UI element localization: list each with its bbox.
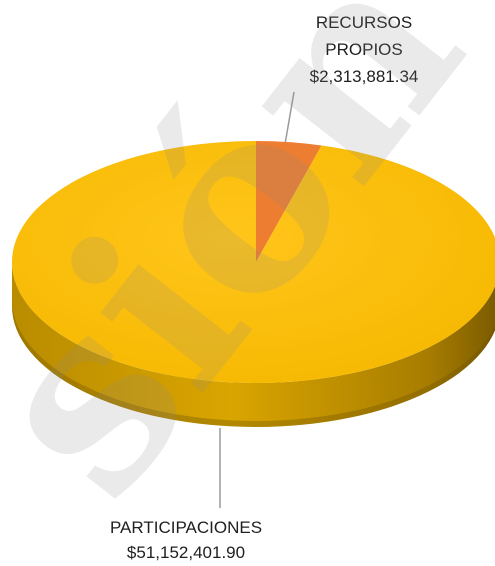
label-recursos-value: $2,313,881.34 bbox=[310, 67, 419, 86]
label-participaciones-value: $51,152,401.90 bbox=[127, 543, 245, 562]
label-recursos-line1: RECURSOS bbox=[316, 13, 412, 32]
slice-recursos-propios bbox=[256, 141, 322, 262]
pie-side bbox=[12, 262, 495, 427]
label-recursos-line2: PROPIOS bbox=[325, 40, 402, 59]
label-participaciones-line1: PARTICIPACIONES bbox=[110, 518, 262, 537]
slice-participaciones bbox=[12, 141, 495, 383]
leader-line-recursos bbox=[283, 91, 295, 151]
